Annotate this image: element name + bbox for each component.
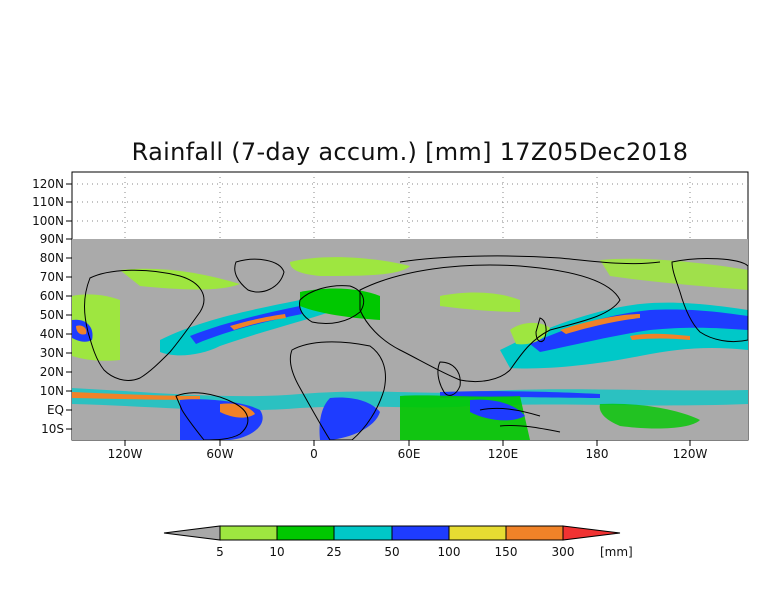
lat-tick-label: 10N	[40, 384, 64, 398]
lat-tick-label: 20N	[40, 365, 64, 379]
colorbar-label: 100	[438, 545, 461, 559]
lat-tick-label: 60N	[40, 289, 64, 303]
lat-tick-label: 10S	[41, 422, 64, 436]
lon-tick-label: 120W	[673, 447, 708, 461]
map-title: Rainfall (7-day accum.) [mm] 17Z05Dec201…	[131, 138, 689, 166]
lat-tick-label: 40N	[40, 327, 64, 341]
colorbar-swatch-above-300	[562, 525, 621, 541]
lon-tick-label: 60W	[206, 447, 233, 461]
colorbar-label: 150	[495, 545, 518, 559]
lon-tick-label: 0	[310, 447, 318, 461]
colorbar-swatch-25-50	[333, 525, 393, 541]
lat-tick-label: 100N	[32, 214, 64, 228]
colorbar-swatch-below-5	[163, 525, 221, 541]
lon-tick-label: 60E	[398, 447, 421, 461]
grid-lines	[72, 172, 748, 239]
lat-tick-label: 50N	[40, 308, 64, 322]
colorbar-label: 50	[384, 545, 399, 559]
lat-axis: 120N 110N 100N 90N 80N 70N 60N 50N 40N 3…	[32, 177, 72, 436]
lat-tick-label: 110N	[32, 195, 64, 209]
lon-tick-label: 120W	[108, 447, 143, 461]
colorbar-swatch-100-150	[448, 525, 507, 541]
colorbar-label: 5	[216, 545, 224, 559]
colorbar-swatch-150-300	[505, 525, 564, 541]
colorbar-swatch-5-10	[219, 525, 278, 541]
lat-tick-label: 120N	[32, 177, 64, 191]
lon-axis: 120W 60W 0 60E 120E 180 120W	[108, 440, 708, 461]
colorbar-label: 10	[269, 545, 284, 559]
lat-tick-label: EQ	[47, 403, 64, 417]
lat-tick-label: 30N	[40, 346, 64, 360]
lat-tick-label: 80N	[40, 251, 64, 265]
lon-tick-label: 180	[586, 447, 609, 461]
lat-tick-label: 90N	[40, 232, 64, 246]
colorbar-swatch-50-100	[391, 525, 450, 541]
colorbar-labels: 5 10 25 50 100 150 300 [mm]	[216, 545, 633, 559]
colorbar	[163, 525, 621, 541]
colorbar-label: 25	[326, 545, 341, 559]
colorbar-swatch-10-25	[276, 525, 335, 541]
map-layer	[72, 239, 748, 440]
colorbar-units: [mm]	[600, 545, 633, 559]
lon-tick-label: 120E	[488, 447, 519, 461]
coastlines	[84, 255, 748, 440]
colorbar-label: 300	[552, 545, 575, 559]
lat-tick-label: 70N	[40, 270, 64, 284]
